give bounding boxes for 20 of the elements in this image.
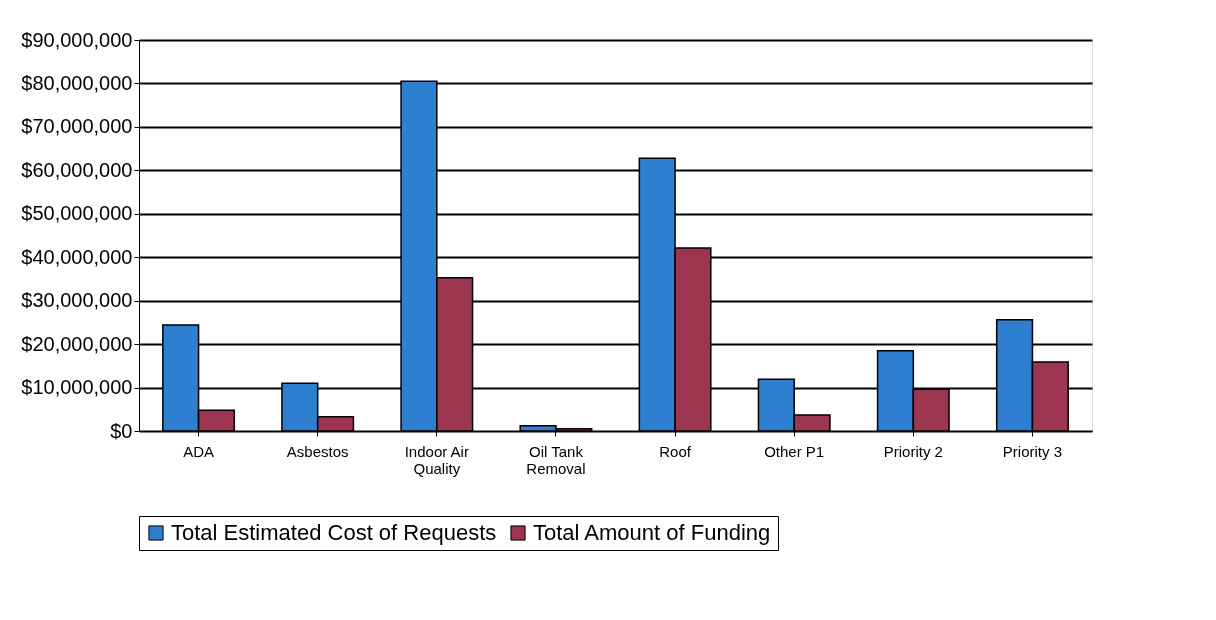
legend-label: Total Amount of Funding <box>533 520 771 545</box>
y-tick-label: $60,000,000 <box>21 158 133 181</box>
x-tick-label: ADA <box>183 442 214 460</box>
x-tick-label: Roof <box>659 442 692 460</box>
x-tick-label: Oil Tank Removal <box>526 442 586 477</box>
y-tick-label: $70,000,000 <box>21 115 133 138</box>
x-tick-label: Priority 2 <box>883 442 943 460</box>
x-tick-label: Asbestos <box>286 442 349 460</box>
y-tick-label: $50,000,000 <box>21 202 133 225</box>
y-tick-label: $10,000,000 <box>21 376 133 399</box>
x-tick-label: Other P1 <box>764 442 825 460</box>
y-tick-label: $80,000,000 <box>21 71 133 94</box>
y-tick-label: $0 <box>110 419 133 442</box>
legend-label: Total Estimated Cost of Requests <box>171 520 497 545</box>
y-tick-label: $20,000,000 <box>21 332 133 355</box>
y-tick-label: $40,000,000 <box>21 245 133 268</box>
y-tick-label: $30,000,000 <box>21 289 133 312</box>
y-tick-label: $90,000,000 <box>21 28 133 51</box>
x-tick-label: Priority 3 <box>1002 442 1063 460</box>
x-tick-label: Indoor Air Quality <box>404 442 469 477</box>
